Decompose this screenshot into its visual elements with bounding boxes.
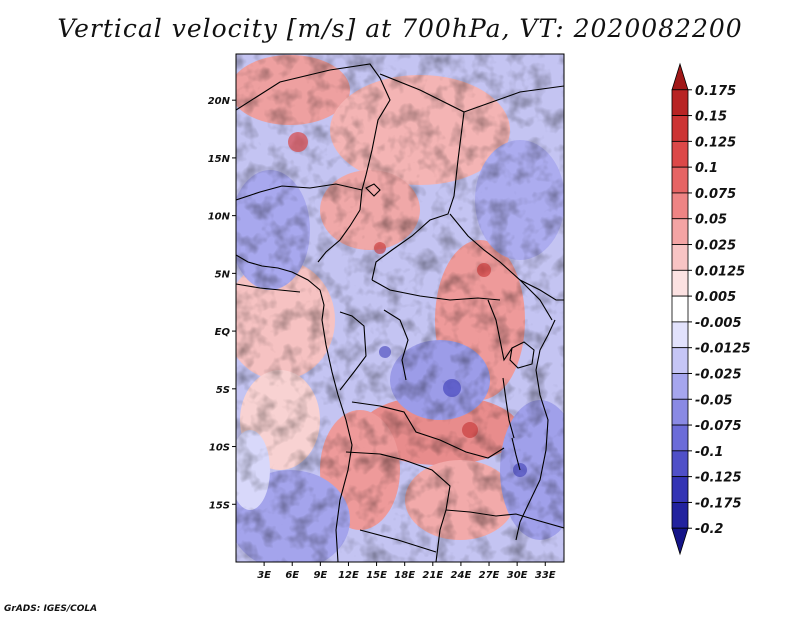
colorbar-swatch bbox=[671, 89, 689, 116]
colorbar-swatch bbox=[671, 450, 689, 478]
colorbar-swatch bbox=[671, 321, 689, 349]
colorbar-swatch bbox=[671, 192, 689, 220]
map-outlines bbox=[236, 63, 564, 562]
lon-tick-label: 3E bbox=[257, 570, 271, 581]
border-16 bbox=[236, 283, 301, 293]
border-2 bbox=[379, 73, 465, 161]
lake-chad bbox=[365, 183, 381, 197]
lat-tick-label: 5N bbox=[215, 269, 231, 280]
colorbar-swatch bbox=[671, 62, 689, 91]
credit-label: GrADS: IGES/COLA bbox=[4, 604, 98, 614]
colorbar-label: 0.125 bbox=[695, 135, 736, 150]
lake-victoria bbox=[509, 341, 535, 369]
coastline-west bbox=[236, 254, 353, 562]
lon-tick-label: 24E bbox=[451, 570, 472, 581]
map-frame bbox=[235, 53, 565, 563]
border-12 bbox=[345, 451, 451, 562]
lat-tick-label: 15S bbox=[209, 500, 230, 511]
colorbar-label: -0.025 bbox=[695, 367, 742, 382]
colorbar-label: 0.025 bbox=[695, 239, 736, 254]
colorbar-swatch bbox=[671, 476, 689, 503]
border-6 bbox=[317, 209, 361, 263]
lon-tick-label: 18E bbox=[394, 570, 415, 581]
colorbar-label: -0.0125 bbox=[695, 342, 751, 357]
core-red-2 bbox=[374, 242, 386, 254]
border-15 bbox=[519, 279, 553, 321]
lat-tick-label: 5S bbox=[216, 385, 230, 396]
colorbar-label: -0.175 bbox=[695, 496, 742, 511]
core-blue-2 bbox=[379, 346, 391, 358]
colorbar-label: 0.05 bbox=[695, 213, 727, 228]
colorbar-swatch bbox=[671, 269, 689, 297]
colorbar-label: 0.005 bbox=[695, 290, 736, 305]
colorbar-swatch bbox=[671, 166, 689, 194]
border-14 bbox=[487, 299, 513, 362]
colorbar: 0.175 0.15 0.125 0.1 0.075 0.05 0.025 0.0125 0.0… bbox=[671, 62, 751, 556]
border-8 bbox=[371, 279, 501, 301]
field-texture bbox=[236, 54, 564, 562]
coastline-east bbox=[515, 319, 556, 541]
border-11 bbox=[351, 401, 505, 459]
lat-tick-label: 10N bbox=[208, 212, 231, 223]
core-red-3 bbox=[477, 263, 491, 277]
colorbar-swatch bbox=[671, 347, 689, 374]
core-blue-1 bbox=[443, 379, 461, 397]
colorbar-swatch bbox=[671, 527, 689, 556]
border-4 bbox=[371, 159, 459, 281]
colorbar-swatch bbox=[671, 244, 689, 271]
colorbar-label: 0.1 bbox=[695, 161, 718, 176]
lon-tick-label: 12E bbox=[338, 570, 359, 581]
lat-tick-label: EQ bbox=[215, 327, 231, 338]
core-red-1 bbox=[288, 132, 308, 152]
border-3 bbox=[463, 85, 564, 113]
border-7 bbox=[449, 213, 564, 301]
lon-tick-label: 30E bbox=[507, 570, 528, 581]
lon-tick-label: 15E bbox=[366, 570, 387, 581]
colorbar-swatch bbox=[671, 424, 689, 452]
lon-tick-label: 33E bbox=[535, 570, 556, 581]
map-panel: 3E 6E 9E 12E 15E 18E 21E 24E 27E 30E 33E 20N 15N 10N… bbox=[208, 53, 565, 581]
chart-title: Vertical velocity [m/s] at 700hPa, VT: 2… bbox=[57, 14, 743, 43]
colorbar-label: -0.075 bbox=[695, 419, 742, 434]
lake-tanganyika bbox=[502, 377, 515, 439]
border-1 bbox=[236, 63, 391, 211]
colorbar-swatch bbox=[671, 398, 689, 426]
lon-tick-label: 21E bbox=[422, 570, 443, 581]
colorbar-swatch bbox=[671, 502, 689, 529]
colorbar-label: -0.2 bbox=[695, 522, 723, 537]
border-17 bbox=[359, 529, 437, 553]
lat-tick-label: 15N bbox=[208, 154, 231, 165]
colorbar-swatch bbox=[671, 295, 689, 323]
colorbar-label: 0.0125 bbox=[695, 264, 745, 279]
core-red-4 bbox=[462, 422, 478, 438]
colorbar-label: -0.1 bbox=[695, 445, 723, 460]
colorbar-label: 0.075 bbox=[695, 187, 736, 202]
colorbar-swatch bbox=[671, 373, 689, 400]
velocity-field bbox=[236, 54, 564, 562]
lon-tick-label: 27E bbox=[479, 570, 500, 581]
lon-tick-label: 9E bbox=[313, 570, 327, 581]
colorbar-label: 0.175 bbox=[695, 84, 736, 99]
lake-malawi bbox=[511, 437, 521, 471]
colorbar-swatch bbox=[671, 218, 689, 245]
border-9 bbox=[339, 311, 367, 391]
colorbar-label: -0.005 bbox=[695, 316, 742, 331]
colorbar-label: -0.125 bbox=[695, 471, 742, 486]
lat-tick-label: 10S bbox=[209, 443, 230, 454]
colorbar-label: -0.05 bbox=[695, 393, 732, 408]
border-13 bbox=[445, 509, 564, 529]
longitude-axis: 3E 6E 9E 12E 15E 18E 21E 24E 27E 30E 33E bbox=[257, 562, 556, 581]
colorbar-label: 0.15 bbox=[695, 110, 727, 125]
lon-tick-label: 6E bbox=[285, 570, 299, 581]
colorbar-swatch bbox=[671, 140, 689, 168]
border-5 bbox=[236, 183, 363, 201]
lat-tick-label: 20N bbox=[208, 96, 231, 107]
colorbar-swatch bbox=[671, 115, 689, 142]
border-10 bbox=[383, 309, 409, 381]
latitude-axis: 20N 15N 10N 5N EQ 5S 10S 15S bbox=[208, 96, 236, 511]
